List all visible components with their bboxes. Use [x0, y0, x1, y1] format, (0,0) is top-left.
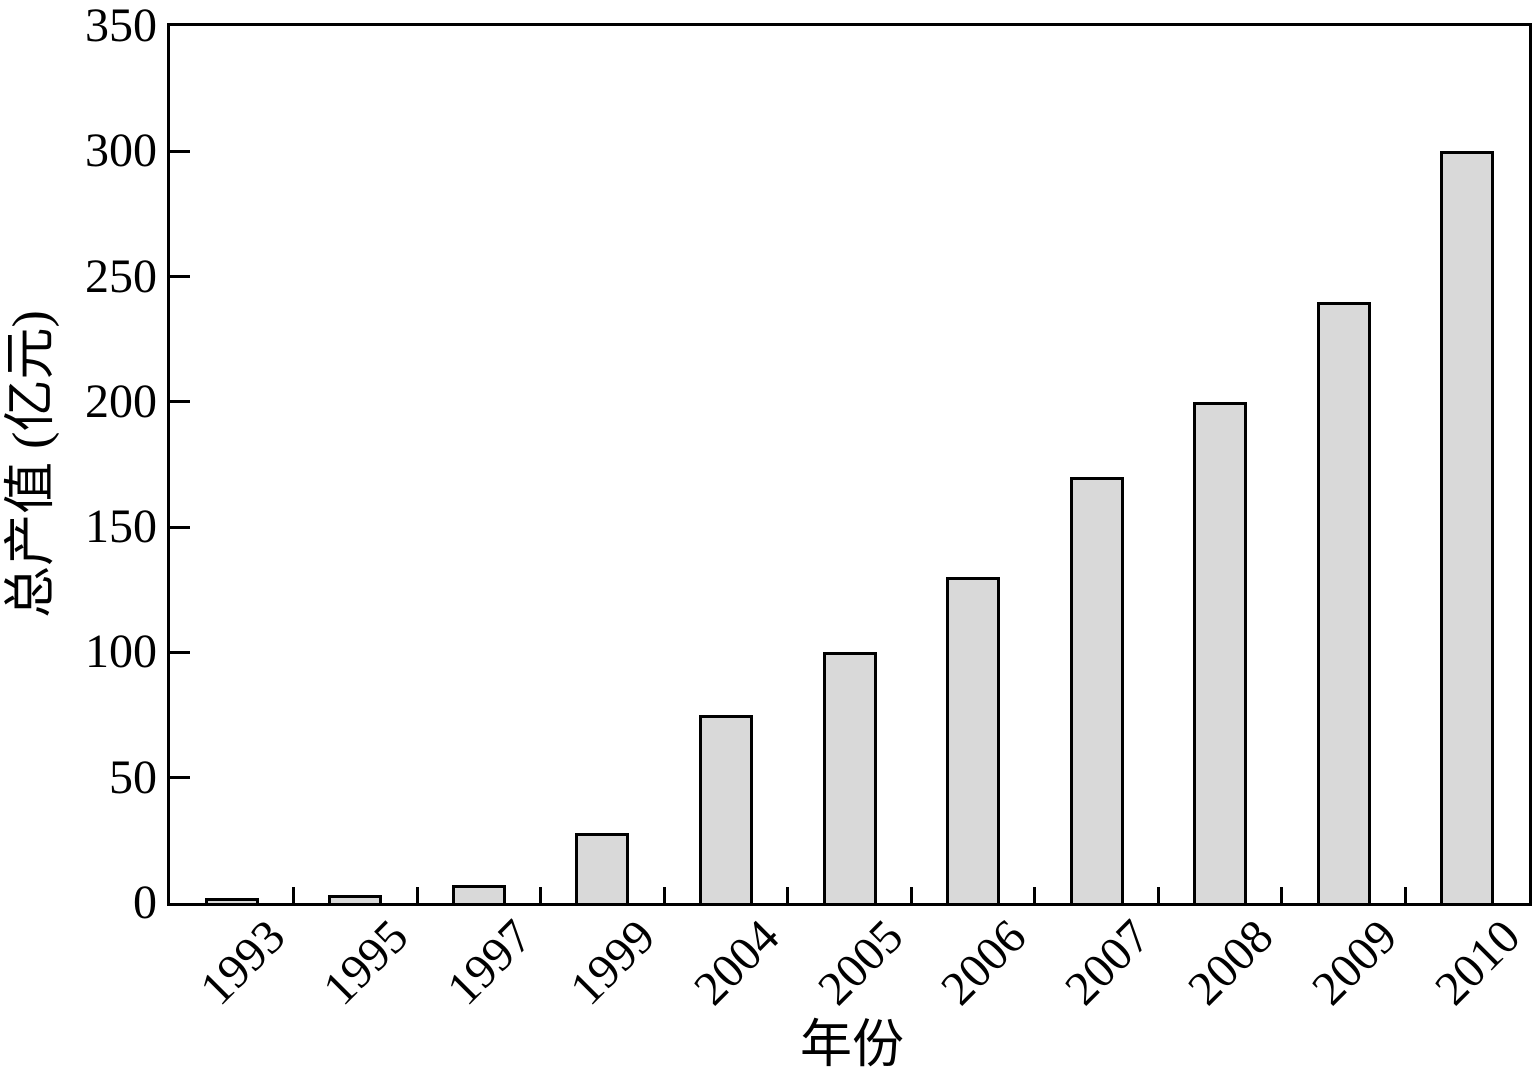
x-tick: [786, 887, 790, 903]
x-tick: [539, 887, 543, 903]
y-tick: [170, 400, 190, 404]
y-axis-title: 总产值 (亿元): [3, 310, 60, 618]
y-tick-label: 350: [85, 0, 157, 52]
y-tick-label: 200: [85, 374, 157, 428]
bar: [822, 652, 877, 903]
x-axis-title: 年份: [799, 1017, 905, 1074]
x-tick-label: 1999: [560, 909, 666, 1016]
bar: [698, 715, 753, 903]
x-tick: [1403, 887, 1407, 903]
bar: [946, 577, 1001, 903]
x-tick-label: 2008: [1178, 909, 1284, 1016]
bar: [204, 898, 259, 903]
y-tick-label: 300: [85, 124, 157, 178]
bar: [1193, 401, 1248, 903]
x-tick-label: 2004: [683, 909, 790, 1016]
y-tick: [170, 650, 190, 654]
bar: [1316, 301, 1371, 903]
bar: [1069, 477, 1124, 903]
y-tick: [170, 149, 190, 153]
x-tick-label: 1995: [313, 909, 419, 1016]
y-tick-label: 150: [85, 500, 157, 554]
x-tick-label: 2006: [931, 909, 1037, 1016]
y-tick-label: 250: [85, 249, 157, 303]
y-tick-label: 50: [109, 750, 157, 804]
x-tick: [415, 887, 419, 903]
x-tick: [292, 887, 296, 903]
x-tick-label: 1997: [436, 909, 543, 1016]
plot-area: [167, 23, 1532, 906]
bar: [1440, 151, 1495, 903]
x-tick-label: 2010: [1425, 909, 1531, 1016]
y-tick-label: 0: [133, 876, 157, 929]
x-tick: [1156, 887, 1160, 903]
bar: [575, 832, 630, 903]
x-tick-label: 2009: [1301, 909, 1408, 1016]
x-tick: [909, 887, 913, 903]
y-tick: [170, 525, 190, 529]
bar: [328, 895, 383, 903]
bar: [451, 885, 506, 903]
x-tick: [1033, 887, 1037, 903]
x-tick-label: 1993: [189, 909, 296, 1016]
y-tick-label: 100: [85, 625, 157, 679]
x-tick: [1280, 887, 1284, 903]
x-tick-label: 2007: [1054, 909, 1160, 1016]
y-tick: [170, 275, 190, 279]
x-tick-label: 2005: [807, 909, 913, 1016]
y-tick: [170, 776, 190, 780]
x-tick: [662, 887, 666, 903]
